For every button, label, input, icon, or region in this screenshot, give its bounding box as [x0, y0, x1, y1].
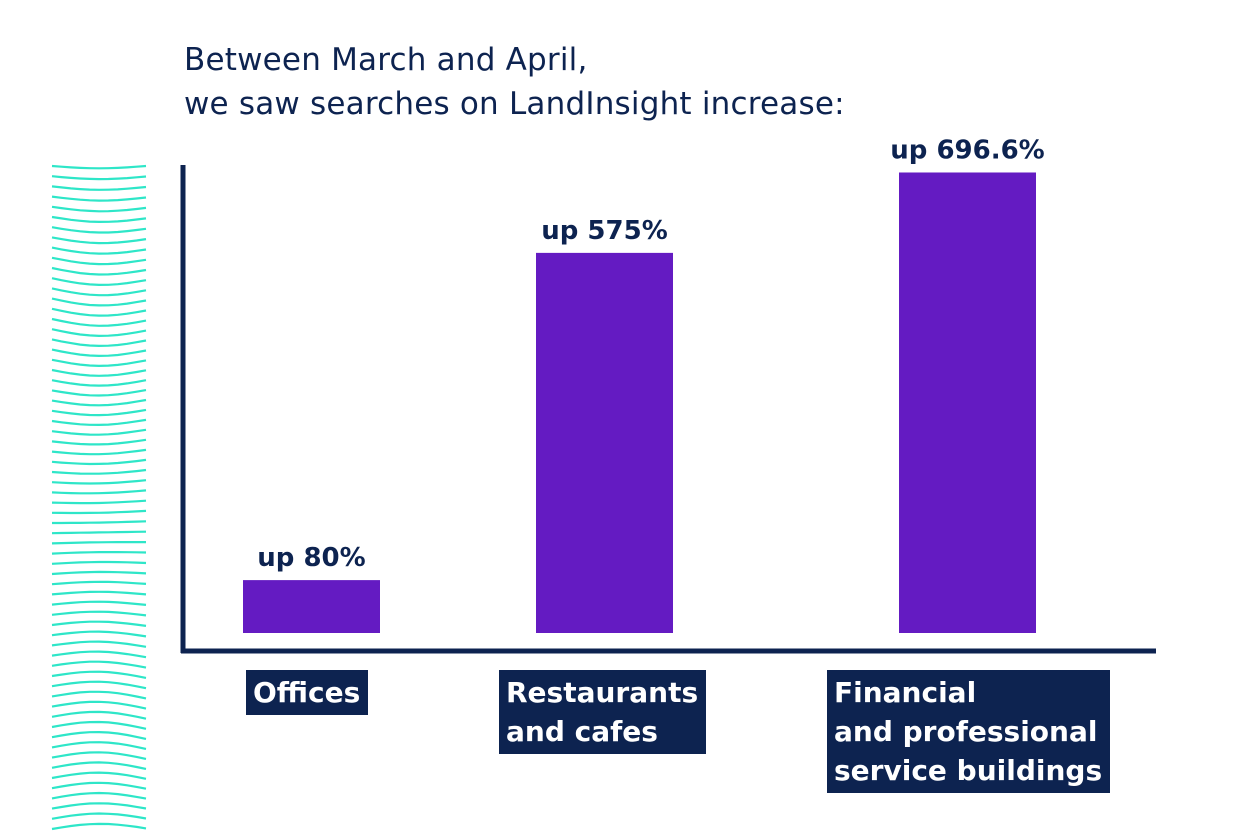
decor-wave-line: [51, 670, 147, 679]
decor-wave-line: [51, 771, 147, 780]
bar-2: [899, 172, 1036, 634]
decor-wave-line: [51, 358, 147, 368]
decor-wave-line: [51, 418, 147, 427]
category-label-0: Offices: [246, 670, 369, 715]
decor-wave-line: [51, 368, 147, 377]
decor-wave-line: [51, 428, 147, 436]
decor-wave-line: [51, 791, 147, 800]
category-label-1-line-1: and cafes: [506, 715, 658, 748]
category-label-2-line-1: and professional: [834, 715, 1098, 748]
decor-wave-line: [51, 499, 147, 505]
decor-wave-line: [51, 246, 147, 255]
decor-wave-line: [51, 570, 147, 576]
decor-wave-line: [51, 408, 147, 417]
data-label-1: up 575%: [541, 216, 668, 246]
decor-wave-line: [51, 489, 147, 495]
decor-wave-line: [51, 541, 146, 545]
decor-wave-line: [51, 479, 147, 485]
decor-wave-line: [51, 205, 147, 213]
decorative-wave-pattern: [51, 164, 147, 831]
decor-wave-line: [52, 520, 147, 525]
category-label-2-line-2: service buildings: [834, 754, 1103, 787]
decor-wave-line: [51, 650, 147, 659]
decor-wave-line: [51, 610, 147, 617]
title-line-1: Between March and April,: [184, 42, 588, 78]
decor-wave-line: [51, 317, 147, 327]
decor-wave-line: [51, 751, 147, 760]
decor-wave-line: [51, 468, 147, 475]
decor-wave-line: [51, 448, 147, 456]
decor-wave-line: [51, 164, 147, 170]
decor-wave-line: [51, 710, 147, 720]
decor-wave-line: [51, 700, 147, 710]
decor-wave-line: [51, 822, 147, 831]
decor-wave-line: [51, 236, 147, 245]
decor-wave-line: [51, 389, 147, 397]
title-line-2: we saw searches on LandInsight increase:: [184, 86, 845, 122]
decor-wave-line: [51, 720, 147, 730]
decor-wave-line: [51, 509, 147, 515]
category-label-2: Financial and professional service buildin…: [827, 670, 1111, 793]
decor-wave-line: [51, 551, 147, 555]
decor-wave-line: [51, 590, 147, 596]
decor-wave-line: [51, 660, 147, 669]
decor-wave-line: [51, 580, 147, 586]
decor-wave-line: [51, 560, 147, 565]
category-label-1: Restaurants and cafes: [499, 670, 707, 754]
decor-wave-line: [51, 297, 147, 307]
decor-wave-line: [51, 256, 147, 266]
decor-wave-line: [51, 730, 147, 740]
chart-title: Between March and April, we saw searches…: [184, 38, 845, 126]
decor-wave-line: [51, 458, 147, 466]
category-label-2-line-0: Financial: [834, 676, 977, 709]
decor-wave-line: [51, 348, 147, 358]
decor-wave-line: [51, 338, 147, 348]
category-label-1-line-0: Restaurants: [506, 676, 699, 709]
decor-wave-line: [51, 640, 147, 648]
decor-wave-line: [51, 175, 147, 181]
bar-0: [243, 580, 380, 633]
decor-wave-line: [51, 195, 147, 202]
decor-wave-line: [51, 812, 147, 820]
decor-wave-line: [51, 781, 147, 790]
decor-wave-line: [51, 307, 147, 317]
data-label-0: up 80%: [257, 543, 365, 573]
decor-wave-line: [51, 690, 147, 700]
decor-wave-line: [51, 215, 147, 224]
decor-wave-line: [51, 600, 147, 606]
category-label-0-line-0: Offices: [253, 676, 361, 709]
data-label-2: up 696.6%: [890, 135, 1044, 165]
decor-wave-line: [51, 379, 147, 387]
decor-wave-line: [51, 530, 147, 535]
decor-wave-line: [51, 277, 147, 287]
decor-wave-line: [51, 266, 147, 276]
decor-wave-line: [51, 328, 147, 338]
decor-wave-line: [51, 741, 147, 750]
decor-wave-line: [51, 226, 147, 234]
decor-wave-line: [51, 398, 147, 407]
decor-wave-line: [51, 185, 147, 191]
decor-wave-line: [51, 761, 147, 770]
decor-wave-line: [51, 620, 147, 627]
decor-wave-line: [51, 680, 147, 690]
decor-wave-line: [51, 438, 147, 446]
bar-1: [536, 252, 673, 634]
decor-wave-line: [51, 630, 147, 638]
decor-wave-line: [51, 287, 147, 297]
decor-wave-line: [51, 802, 147, 810]
